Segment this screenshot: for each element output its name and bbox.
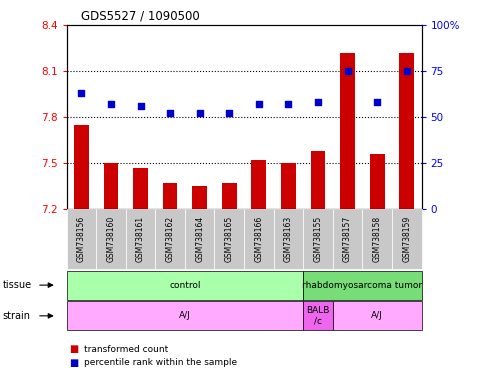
Bar xyxy=(399,53,414,209)
Text: GSM738160: GSM738160 xyxy=(106,216,115,262)
Bar xyxy=(104,163,118,209)
Text: GSM738166: GSM738166 xyxy=(254,216,263,262)
Point xyxy=(107,101,115,107)
Bar xyxy=(340,53,355,209)
Text: GSM738158: GSM738158 xyxy=(373,216,382,262)
Text: GSM738155: GSM738155 xyxy=(314,216,322,262)
Point xyxy=(314,99,322,106)
Text: BALB
/c: BALB /c xyxy=(306,306,330,326)
Bar xyxy=(311,151,325,209)
Bar xyxy=(222,183,237,209)
Point xyxy=(284,101,292,107)
Text: tissue: tissue xyxy=(2,280,32,290)
Point xyxy=(77,90,85,96)
Bar xyxy=(133,168,148,209)
Text: rhabdomyosarcoma tumor: rhabdomyosarcoma tumor xyxy=(302,281,423,290)
Bar xyxy=(251,160,266,209)
Point xyxy=(255,101,263,107)
Text: strain: strain xyxy=(2,311,31,321)
Bar xyxy=(192,186,207,209)
Bar xyxy=(281,163,296,209)
Text: GSM738159: GSM738159 xyxy=(402,216,411,262)
Text: GSM738162: GSM738162 xyxy=(166,216,175,262)
Text: GSM738156: GSM738156 xyxy=(77,216,86,262)
Text: GSM738157: GSM738157 xyxy=(343,216,352,262)
Bar xyxy=(370,154,385,209)
Text: GSM738163: GSM738163 xyxy=(284,216,293,262)
Text: control: control xyxy=(169,281,201,290)
Point xyxy=(403,68,411,74)
Text: ■: ■ xyxy=(69,358,78,368)
Text: transformed count: transformed count xyxy=(84,345,168,354)
Point xyxy=(225,110,233,116)
Bar xyxy=(74,125,89,209)
Point xyxy=(344,68,352,74)
Text: A/J: A/J xyxy=(371,311,383,320)
Text: ■: ■ xyxy=(69,344,78,354)
Point xyxy=(166,110,174,116)
Text: GSM738164: GSM738164 xyxy=(195,216,204,262)
Text: GSM738165: GSM738165 xyxy=(225,216,234,262)
Text: GSM738161: GSM738161 xyxy=(136,216,145,262)
Point xyxy=(137,103,144,109)
Bar xyxy=(163,183,177,209)
Text: percentile rank within the sample: percentile rank within the sample xyxy=(84,358,237,367)
Point xyxy=(373,99,381,106)
Point xyxy=(196,110,204,116)
Text: GDS5527 / 1090500: GDS5527 / 1090500 xyxy=(81,9,200,22)
Text: A/J: A/J xyxy=(179,311,191,320)
